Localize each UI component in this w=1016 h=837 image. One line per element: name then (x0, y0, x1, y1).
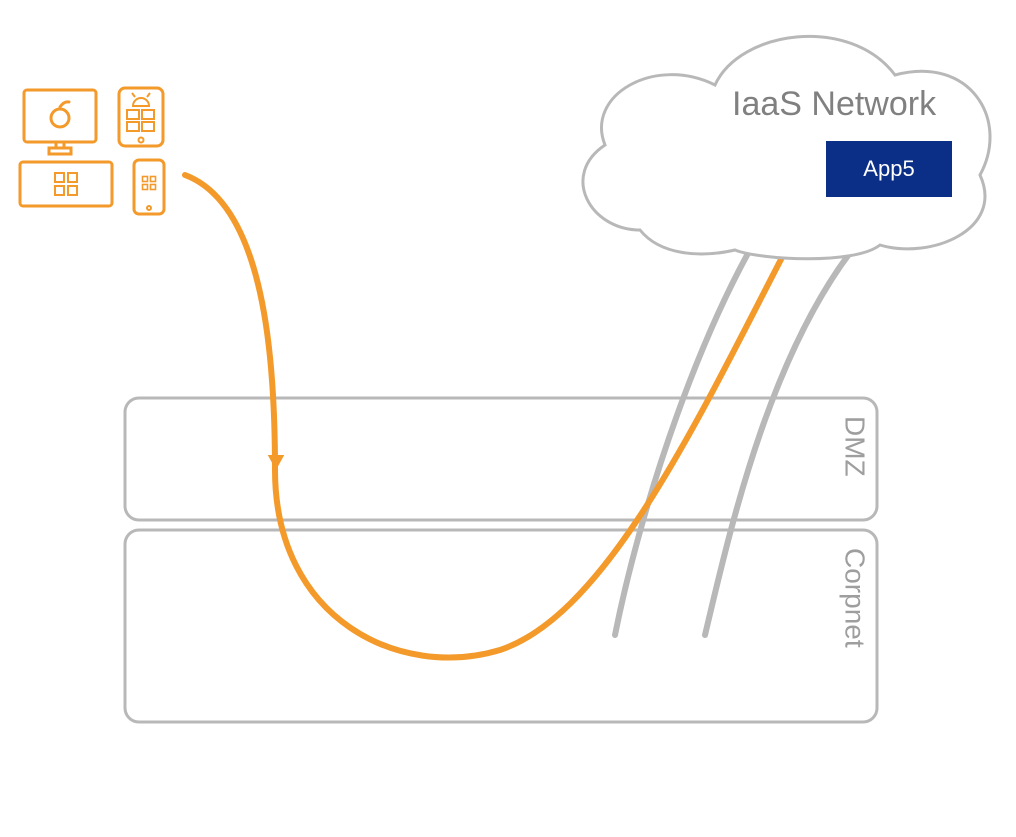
client-devices (20, 88, 164, 214)
zone-dmz-label: DMZ (840, 416, 871, 477)
tablet-icon (119, 88, 163, 146)
cloud-iaas-network: IaaS Network App5 (583, 36, 990, 258)
cloud-title: IaaS Network (732, 85, 937, 123)
zone-corpnet-label: Corpnet (840, 548, 871, 648)
flow-arrow-down (268, 455, 285, 470)
windows-box-icon (20, 162, 112, 206)
app-box-label: App5 (863, 156, 914, 181)
diagram-canvas: DMZ Corpnet IaaS Network App5 (0, 0, 1016, 837)
phone-icon (134, 160, 164, 214)
monitor-icon (24, 90, 96, 154)
channel-line-right (705, 240, 860, 635)
zone-corpnet: Corpnet (125, 530, 877, 722)
